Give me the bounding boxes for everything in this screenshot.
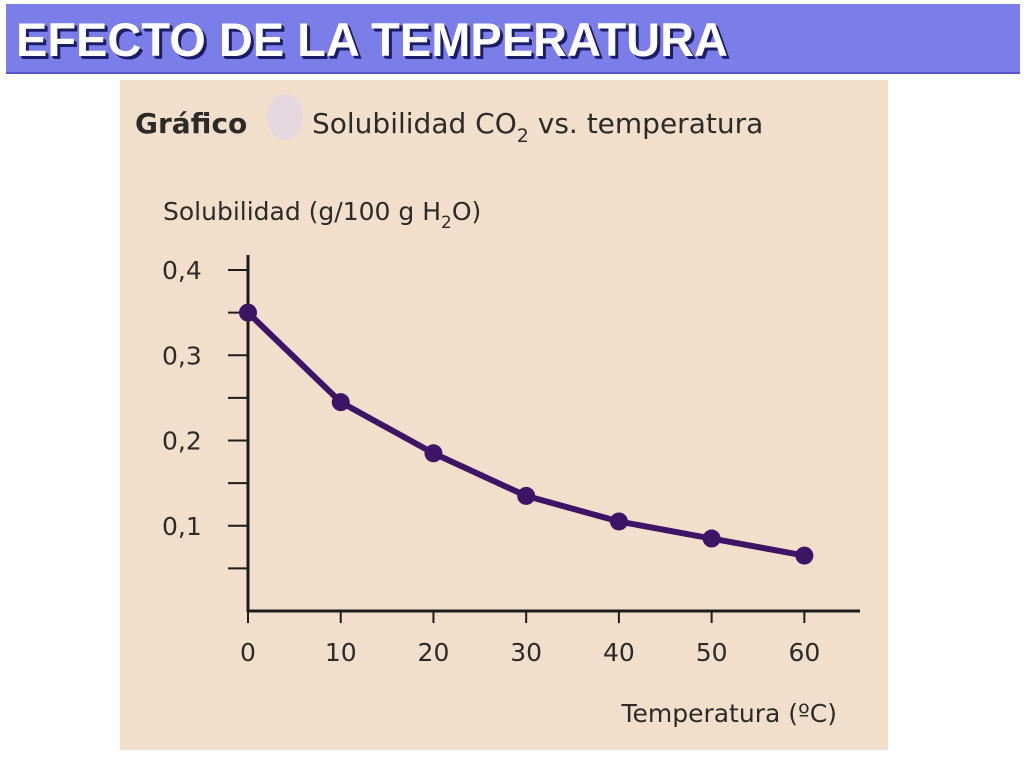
y-axis-label-main: Solubilidad (g/100 g H <box>163 197 441 226</box>
data-point <box>702 529 721 548</box>
chart-title-main: Solubilidad CO <box>312 107 517 140</box>
slide-title: EFECTO DE LA TEMPERATURA <box>16 13 728 66</box>
x-tick-label: 0 <box>240 638 256 667</box>
y-tick-label: 0,1 <box>162 512 202 541</box>
x-tick-label: 10 <box>325 638 357 667</box>
data-point <box>424 444 443 463</box>
x-tick-label: 40 <box>603 638 635 667</box>
chart-title: Solubilidad CO2 vs. temperatura <box>312 107 763 147</box>
data-point <box>239 303 257 322</box>
y-tick-label: 0,4 <box>162 256 202 285</box>
x-axis-label: Temperatura (ºC) <box>620 699 837 728</box>
chart-title-subscript: 2 <box>517 125 529 147</box>
y-tick-label: 0,3 <box>162 341 202 370</box>
y-axis-label-subscript: 2 <box>441 213 452 233</box>
data-point <box>609 512 628 531</box>
figure-number-icon <box>267 94 303 140</box>
y-axis-label: Solubilidad (g/100 g H2O) <box>163 197 481 233</box>
chart-panel: Gráfico Solubilidad CO2 vs. temperatura … <box>120 80 888 750</box>
y-axis-label-suffix: O) <box>452 197 481 226</box>
x-tick-label: 30 <box>510 638 542 667</box>
chart-title-suffix: vs. temperatura <box>529 107 763 140</box>
data-point <box>517 486 536 505</box>
title-bar: EFECTO DE LA TEMPERATURA <box>6 4 1020 74</box>
x-tick-label: 20 <box>418 638 450 667</box>
x-tick-label: 50 <box>696 638 728 667</box>
chart-caption-label: Gráfico <box>135 107 247 140</box>
data-point <box>795 546 814 565</box>
data-point <box>331 393 350 412</box>
y-tick-label: 0,2 <box>162 427 202 456</box>
solubility-chart: Gráfico Solubilidad CO2 vs. temperatura … <box>135 94 860 728</box>
x-tick-label: 60 <box>788 638 820 667</box>
series-line <box>245 309 808 559</box>
